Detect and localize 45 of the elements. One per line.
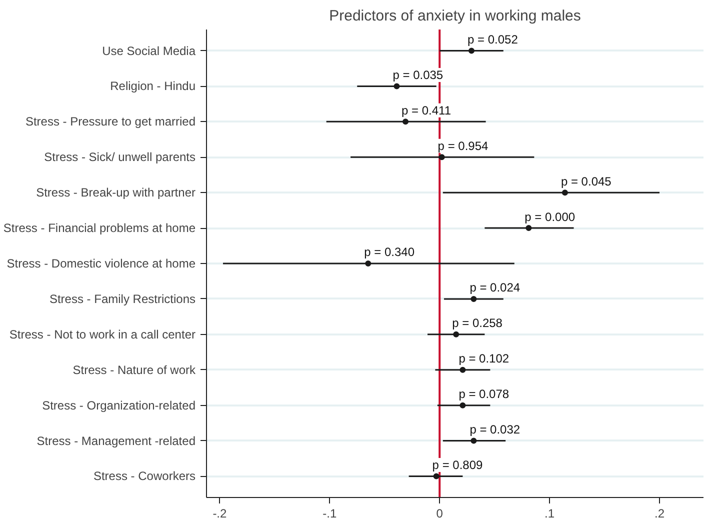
x-tick-label: .1 xyxy=(544,506,555,520)
y-tick-label: Stress - Organization-related xyxy=(42,398,196,412)
y-tick-label: Stress - Family Restrictions xyxy=(49,292,196,306)
annotation: p = 0.035 xyxy=(392,68,444,82)
annotation: p = 0.258 xyxy=(452,316,503,330)
annotation: p = 0.102 xyxy=(458,352,510,366)
x-tick-label: 0 xyxy=(436,506,444,520)
annotation: p = 0.032 xyxy=(470,422,520,437)
point xyxy=(468,48,474,54)
point xyxy=(438,154,445,160)
point xyxy=(453,331,460,338)
annotation: p = 0.052 xyxy=(467,32,518,47)
x-tick-label: -.2 xyxy=(212,506,228,520)
point xyxy=(470,296,477,302)
point xyxy=(460,366,466,373)
point xyxy=(394,83,400,90)
point xyxy=(562,190,568,196)
annotation: p = 0.954 xyxy=(438,138,489,153)
point xyxy=(433,473,440,480)
y-tick-label: Stress - Pressure to get married xyxy=(25,114,196,129)
y-tick-label: Stress - Coworkers xyxy=(93,469,196,484)
annotation: p = 0.809 xyxy=(432,458,484,472)
point xyxy=(402,118,409,125)
annotation: p = 0.000 xyxy=(524,210,576,224)
chart-title: Predictors of anxiety in working males xyxy=(329,8,581,24)
annotation: p = 0.340 xyxy=(364,245,415,260)
y-tick-label: Stress - Domestic violence at home xyxy=(6,256,196,270)
y-tick-label: Religion - Hindu xyxy=(110,79,196,94)
annotation: p = 0.411 xyxy=(402,103,452,118)
annotation: p = 0.024 xyxy=(470,280,520,295)
y-tick-label: Stress - Sick/ unwell parents xyxy=(44,150,196,164)
point xyxy=(460,402,466,408)
x-tick-label: .2 xyxy=(654,506,665,520)
point xyxy=(365,260,372,266)
y-tick-label: Stress - Financial problems at home xyxy=(3,221,196,236)
y-tick-label: Stress - Break-up with partner xyxy=(36,186,196,200)
y-tick-label: Use Social Media xyxy=(102,44,196,58)
point xyxy=(526,225,532,232)
annotation: p = 0.078 xyxy=(458,387,510,402)
point xyxy=(470,438,477,444)
y-tick-label: Stress - Nature of work xyxy=(72,362,196,377)
x-tick-label: -.1 xyxy=(322,506,337,520)
y-tick-label: Stress - Not to work in a call center xyxy=(9,327,196,342)
y-tick-label: Stress - Management -related xyxy=(36,434,196,448)
annotation: p = 0.045 xyxy=(560,174,612,188)
